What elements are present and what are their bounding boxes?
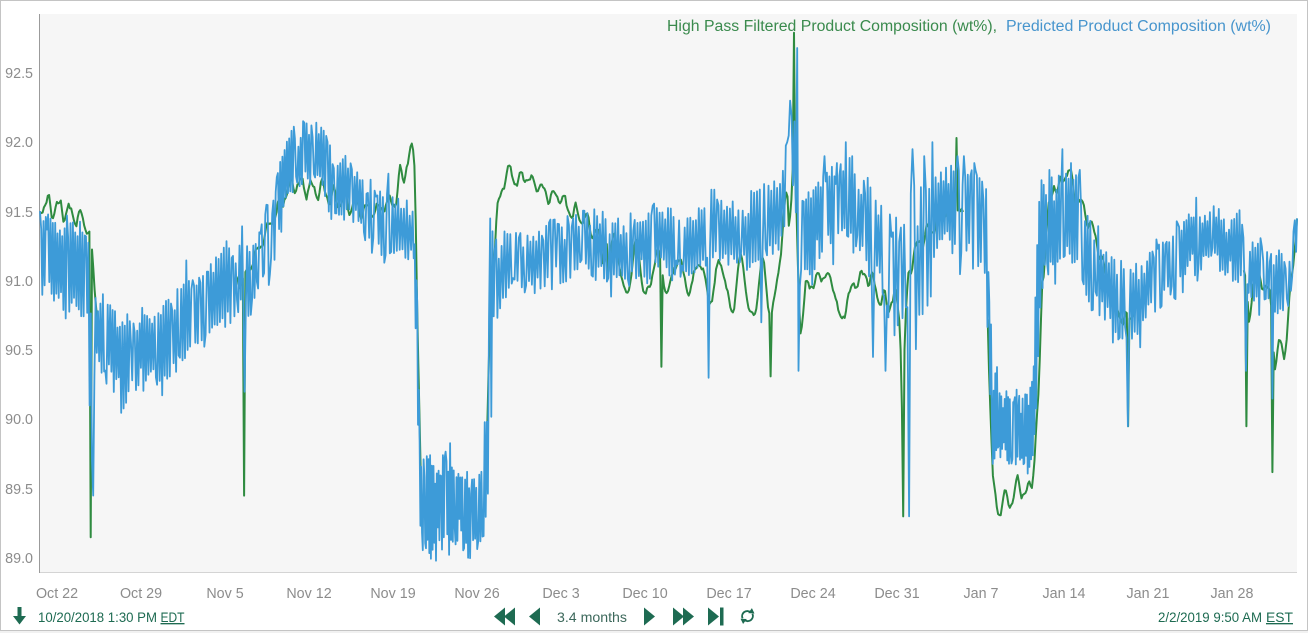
svg-text:92.5: 92.5: [5, 66, 33, 82]
svg-text:Oct 22: Oct 22: [36, 586, 78, 602]
svg-text:Dec 10: Dec 10: [622, 586, 667, 602]
svg-text:Jan 21: Jan 21: [1127, 586, 1170, 602]
svg-text:Jan 14: Jan 14: [1043, 586, 1086, 602]
svg-text:Dec 24: Dec 24: [790, 586, 835, 602]
svg-text:90.0: 90.0: [5, 412, 33, 428]
svg-text:EDT: EDT: [161, 610, 185, 625]
svg-text:Dec 31: Dec 31: [874, 586, 919, 602]
svg-text:High Pass Filtered Product Com: High Pass Filtered Product Composition (…: [667, 18, 997, 35]
svg-text:Nov 26: Nov 26: [454, 586, 499, 602]
svg-text:92.0: 92.0: [5, 135, 33, 151]
svg-text:89.0: 89.0: [5, 551, 33, 567]
svg-text:89.5: 89.5: [5, 482, 33, 498]
svg-text:91.0: 91.0: [5, 274, 33, 290]
svg-text:3.4 months: 3.4 months: [557, 609, 627, 625]
svg-text:Jan 7: Jan 7: [964, 586, 999, 602]
svg-text:Dec 17: Dec 17: [706, 586, 751, 602]
svg-text:2/2/2019 9:50 AM: 2/2/2019 9:50 AM: [1158, 610, 1262, 625]
svg-text:91.5: 91.5: [5, 205, 33, 221]
svg-text:EST: EST: [1266, 610, 1293, 625]
svg-text:Predicted Product Composition: Predicted Product Composition (wt%): [1006, 18, 1271, 35]
svg-text:Dec 3: Dec 3: [542, 586, 579, 602]
svg-text:90.5: 90.5: [5, 343, 33, 359]
svg-text:Oct 29: Oct 29: [120, 586, 162, 602]
svg-text:Jan 28: Jan 28: [1211, 586, 1254, 602]
svg-text:Nov 19: Nov 19: [370, 586, 415, 602]
svg-text:10/20/2018 1:30 PM: 10/20/2018 1:30 PM: [38, 610, 157, 625]
svg-text:Nov 5: Nov 5: [206, 586, 243, 602]
svg-text:Nov 12: Nov 12: [286, 586, 331, 602]
